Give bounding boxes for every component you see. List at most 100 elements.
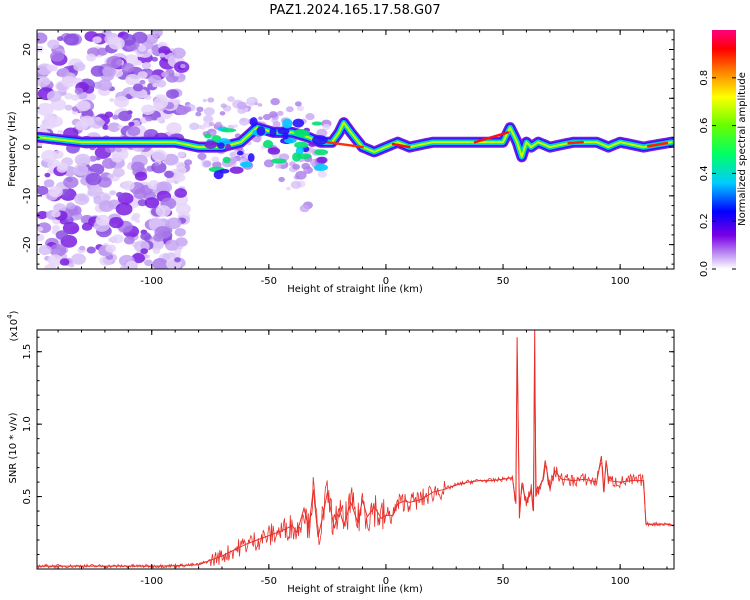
y-tick-label: -10 xyxy=(22,188,33,204)
noise-blob xyxy=(140,248,149,255)
colorbar-tick-label: 0.0 xyxy=(699,261,710,277)
noise-blob xyxy=(183,106,192,113)
noise-blob xyxy=(195,111,202,117)
colorbar-tick-label: 0.8 xyxy=(699,70,710,86)
noise-blob xyxy=(215,121,222,127)
snr-y-axis: 0.5 1.0 1.5 xyxy=(22,336,674,556)
noise-blob xyxy=(111,234,124,244)
noise-blob xyxy=(59,258,70,266)
noise-blob xyxy=(123,236,135,245)
y-tick-label: 1.0 xyxy=(22,416,33,432)
noise-blob xyxy=(47,254,63,267)
noise-blob xyxy=(144,254,150,259)
spectrogram-ridge-layer xyxy=(37,117,674,180)
spectrogram-noise-layer xyxy=(37,30,332,269)
noise-blob xyxy=(158,45,171,56)
noise-blob xyxy=(197,152,207,160)
noise-blob xyxy=(56,164,68,173)
noise-blob xyxy=(64,104,73,111)
noise-blob xyxy=(254,102,259,106)
noise-blob xyxy=(180,64,186,69)
noise-blob xyxy=(155,205,171,217)
noise-blob xyxy=(85,53,97,62)
noise-blob xyxy=(166,217,182,230)
noise-blob xyxy=(85,92,97,102)
noise-blob xyxy=(112,114,119,120)
noise-blob xyxy=(227,96,235,102)
ridge-blob xyxy=(229,166,244,174)
ridge-core xyxy=(473,131,509,144)
ridge-blob xyxy=(314,149,329,156)
noise-blob xyxy=(66,202,76,210)
noise-blob xyxy=(74,153,91,167)
snr-series-line xyxy=(37,330,674,567)
ridge-core xyxy=(567,140,584,145)
noise-blob xyxy=(108,36,125,50)
noise-blob xyxy=(262,113,272,121)
noise-blob xyxy=(51,210,61,218)
noise-blob xyxy=(303,168,308,173)
noise-blob xyxy=(62,221,80,235)
snr-y-multiplier: (x104) xyxy=(6,310,20,341)
noise-blob xyxy=(290,180,302,189)
x-tick-label: 0 xyxy=(383,576,389,587)
noise-blob xyxy=(207,97,215,103)
noise-blob xyxy=(107,122,121,133)
noise-blob xyxy=(174,188,188,198)
noise-blob xyxy=(164,239,180,251)
noise-blob xyxy=(154,162,160,167)
noise-blob xyxy=(236,101,247,110)
x-tick-label: -100 xyxy=(140,276,163,287)
noise-blob xyxy=(97,79,113,91)
noise-blob xyxy=(292,163,300,170)
noise-blob xyxy=(203,120,213,128)
ridge-blob xyxy=(282,118,293,129)
noise-blob xyxy=(152,257,169,269)
ridge-blob xyxy=(316,156,328,164)
noise-blob xyxy=(79,245,86,251)
ridge-blob xyxy=(294,141,309,149)
noise-blob xyxy=(173,173,186,183)
noise-blob xyxy=(301,162,311,170)
x-tick-label: 50 xyxy=(497,576,510,587)
x-tick-label: 100 xyxy=(611,576,630,587)
ridge-blob xyxy=(295,146,304,155)
ridge-blob xyxy=(204,140,218,149)
noise-blob xyxy=(57,36,64,42)
snr-frame xyxy=(36,329,675,570)
noise-blob xyxy=(258,116,263,120)
ridge-core xyxy=(326,140,364,149)
noise-blob xyxy=(73,164,89,176)
noise-blob xyxy=(121,62,135,73)
noise-blob xyxy=(114,96,129,108)
noise-blob xyxy=(156,181,173,194)
noise-blob xyxy=(146,70,153,76)
colorbar-tick-label: 0.4 xyxy=(699,165,710,181)
noise-blob xyxy=(144,259,153,267)
noise-blob xyxy=(174,228,186,237)
snr-y-label: SNR (10 * v/v) xyxy=(8,412,19,483)
spectrogram-x-axis: -100 -50 0 50 100 xyxy=(57,30,668,287)
noise-blob xyxy=(286,186,291,191)
noise-blob xyxy=(150,30,163,38)
noise-blob xyxy=(139,79,146,85)
noise-blob xyxy=(46,119,55,127)
ridge-blob xyxy=(284,137,297,144)
colorbar-gradient xyxy=(712,30,736,269)
noise-blob xyxy=(233,124,238,128)
noise-blob xyxy=(230,157,238,163)
noise-blob xyxy=(145,115,153,122)
noise-blob xyxy=(175,161,186,170)
colorbar-tick-label: 0.2 xyxy=(699,213,710,229)
noise-blob xyxy=(90,65,106,77)
noise-blob xyxy=(95,214,110,226)
noise-blob xyxy=(317,170,327,178)
snr-x-axis: -100 -50 0 50 100 xyxy=(57,330,668,587)
noise-blob xyxy=(285,106,294,113)
noise-blob xyxy=(41,149,58,163)
noise-blob xyxy=(130,215,138,222)
y-tick-label: -20 xyxy=(22,236,33,252)
noise-blob xyxy=(57,67,70,78)
noise-blob xyxy=(174,253,182,258)
